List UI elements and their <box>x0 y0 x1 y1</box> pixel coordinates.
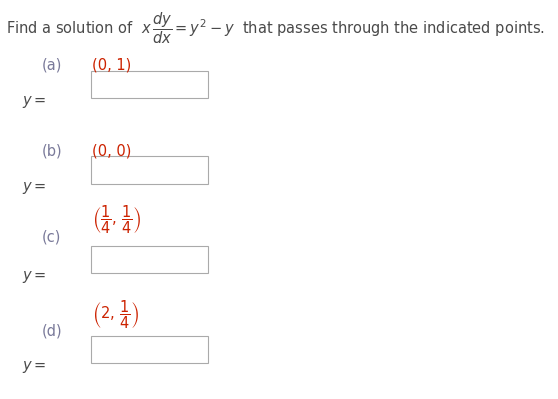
Text: (d): (d) <box>42 323 62 338</box>
Text: $y =$: $y =$ <box>22 180 47 196</box>
Text: $y =$: $y =$ <box>22 359 47 375</box>
FancyBboxPatch shape <box>91 156 208 184</box>
Text: (a): (a) <box>42 58 62 73</box>
Text: (0, 0): (0, 0) <box>92 144 132 159</box>
Text: Find a solution of  $x\,\dfrac{dy}{dx} = y^2 - y$  that passes through the indic: Find a solution of $x\,\dfrac{dy}{dx} = … <box>6 10 545 45</box>
FancyBboxPatch shape <box>91 246 208 273</box>
Text: $\left(\dfrac{1}{4},\,\dfrac{1}{4}\right)$: $\left(\dfrac{1}{4},\,\dfrac{1}{4}\right… <box>92 203 142 236</box>
FancyBboxPatch shape <box>91 71 208 98</box>
Text: $y =$: $y =$ <box>22 269 47 285</box>
Text: $\left(2,\,\dfrac{1}{4}\right)$: $\left(2,\,\dfrac{1}{4}\right)$ <box>92 299 140 332</box>
Text: $y =$: $y =$ <box>22 94 47 110</box>
FancyBboxPatch shape <box>91 336 208 363</box>
Text: (0, 1): (0, 1) <box>92 58 131 73</box>
Text: (b): (b) <box>42 144 62 159</box>
Text: (c): (c) <box>42 229 61 245</box>
